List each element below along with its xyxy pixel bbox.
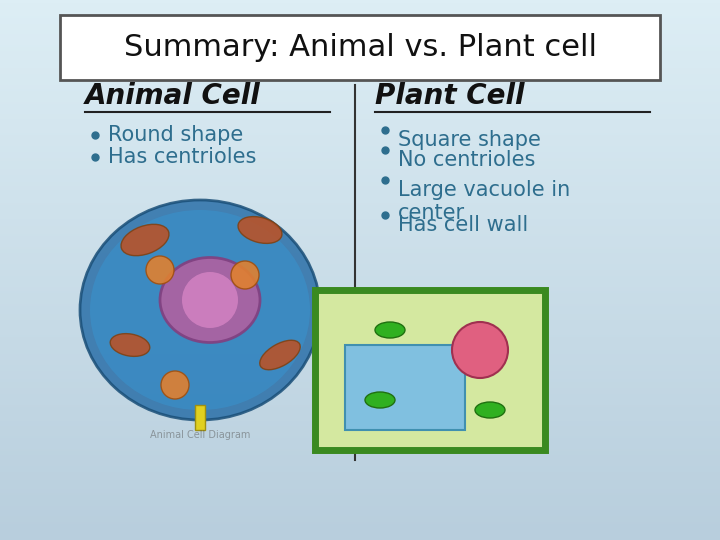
- Ellipse shape: [121, 224, 169, 256]
- Text: Animal Cell: Animal Cell: [85, 82, 261, 110]
- Circle shape: [161, 371, 189, 399]
- Ellipse shape: [375, 322, 405, 338]
- Text: Large vacuole in
center: Large vacuole in center: [398, 180, 570, 223]
- Ellipse shape: [110, 334, 150, 356]
- Text: Summary: Animal vs. Plant cell: Summary: Animal vs. Plant cell: [124, 33, 596, 63]
- Text: Round shape: Round shape: [108, 125, 243, 145]
- Ellipse shape: [160, 258, 260, 342]
- Ellipse shape: [260, 340, 300, 370]
- FancyBboxPatch shape: [60, 15, 660, 80]
- Text: Has centrioles: Has centrioles: [108, 147, 256, 167]
- Circle shape: [146, 256, 174, 284]
- Circle shape: [182, 272, 238, 328]
- Ellipse shape: [238, 217, 282, 244]
- Text: Animal Cell Diagram: Animal Cell Diagram: [150, 430, 250, 440]
- Text: Square shape: Square shape: [398, 130, 541, 150]
- Text: Plant Cell: Plant Cell: [375, 82, 524, 110]
- Bar: [315, 290, 545, 450]
- Ellipse shape: [475, 402, 505, 418]
- Ellipse shape: [90, 210, 310, 410]
- Text: No centrioles: No centrioles: [398, 150, 536, 170]
- Bar: [195, 405, 205, 430]
- Ellipse shape: [80, 200, 320, 420]
- Bar: [345, 345, 465, 430]
- Circle shape: [452, 322, 508, 378]
- Ellipse shape: [365, 392, 395, 408]
- Circle shape: [231, 261, 259, 289]
- Text: Has cell wall: Has cell wall: [398, 215, 528, 235]
